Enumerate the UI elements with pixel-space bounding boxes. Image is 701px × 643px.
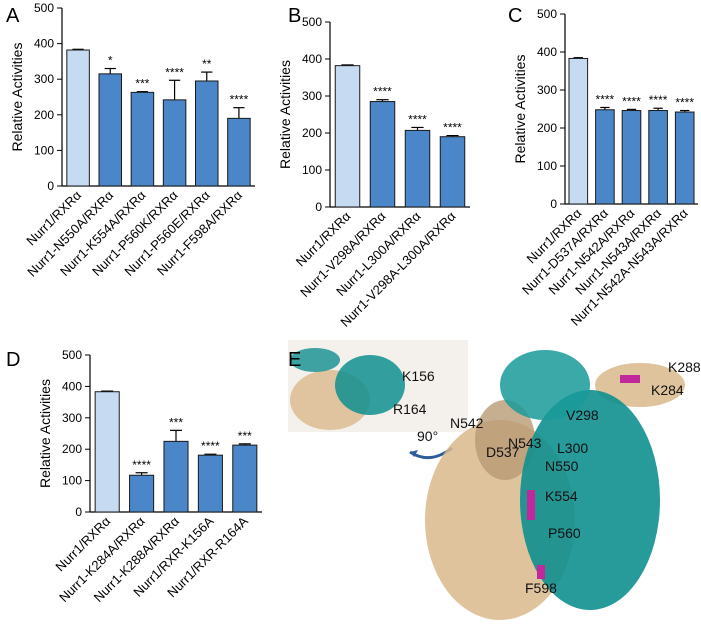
residue-label: N542 [450, 415, 484, 431]
residue-label: N550 [545, 458, 579, 474]
significance-label: *** [135, 77, 149, 91]
nurr1-helix [500, 350, 590, 420]
bar [98, 73, 123, 187]
y-tick-label: 400 [537, 45, 557, 59]
bar [232, 444, 258, 513]
significance-label: **** [230, 93, 249, 107]
residue-label: K288 [668, 359, 701, 375]
y-tick-label: 100 [62, 474, 82, 488]
significance-label: **** [132, 458, 151, 472]
significance-label: *** [169, 415, 183, 429]
residue-label: 90° [417, 428, 438, 444]
significance-label: **** [165, 65, 184, 79]
y-tick-label: 100 [302, 163, 322, 177]
inset-helix [335, 355, 405, 415]
y-tick-label: 400 [62, 379, 82, 393]
y-tick-label: 0 [550, 197, 557, 211]
y-axis-label: Relative Activities [9, 43, 25, 152]
bar [130, 91, 155, 187]
y-tick-label: 400 [34, 37, 54, 51]
y-tick-label: 0 [75, 505, 82, 519]
bar [334, 65, 361, 208]
bar [439, 136, 466, 208]
y-tick-label: 200 [62, 442, 82, 456]
y-tick-label: 500 [302, 15, 322, 29]
y-axis-label: Relative Activities [37, 379, 53, 488]
y-tick-label: 200 [34, 108, 54, 122]
bar [162, 99, 187, 187]
y-tick-label: 300 [302, 89, 322, 103]
bar [404, 129, 431, 208]
bar [621, 110, 642, 205]
y-tick-label: 100 [34, 143, 54, 157]
bar [66, 49, 90, 187]
y-tick-label: 100 [537, 159, 557, 173]
bar [595, 109, 615, 205]
y-tick-label: 500 [62, 348, 82, 362]
panel-letter: A [6, 5, 20, 27]
significance-label: **** [675, 96, 694, 110]
significance-label: **** [201, 439, 220, 453]
residue-label: K554 [545, 488, 578, 504]
y-tick-label: 300 [34, 72, 54, 86]
y-tick-label: 300 [537, 83, 557, 97]
y-tick-label: 500 [537, 7, 557, 21]
rotation-arrowhead [410, 450, 418, 457]
y-tick-label: 0 [47, 179, 54, 193]
residue-label: V298 [566, 407, 599, 423]
panel-letter: E [288, 349, 301, 371]
significance-label: **** [443, 121, 462, 135]
y-tick-label: 0 [315, 200, 322, 214]
significance-label: *** [238, 429, 252, 443]
residue-label: K284 [651, 382, 684, 398]
bar [194, 80, 219, 187]
bar [227, 117, 251, 187]
y-tick-label: 300 [62, 411, 82, 425]
bar [197, 454, 223, 513]
nurr1-loop [595, 363, 685, 407]
bar [568, 57, 589, 205]
bar [674, 111, 695, 205]
panel-letter: D [6, 349, 20, 371]
residue-label: K156 [402, 368, 435, 384]
nurr1-domain [520, 390, 660, 610]
residue [537, 565, 545, 579]
residue [620, 375, 640, 383]
significance-label: ** [202, 57, 212, 71]
bar [94, 391, 120, 513]
bar [129, 474, 155, 513]
significance-label: **** [596, 92, 615, 106]
residue-label: L300 [557, 440, 588, 456]
residue-label: P560 [548, 525, 581, 541]
y-tick-label: 200 [302, 126, 322, 140]
panel-letter: C [508, 5, 522, 27]
residue-label: D537 [486, 444, 520, 460]
rxr-helix [475, 400, 535, 480]
y-tick-label: 200 [537, 121, 557, 135]
bar [369, 101, 396, 208]
residue-label: R164 [393, 401, 427, 417]
inset-helix [290, 348, 340, 372]
structure-image [288, 340, 685, 620]
residue-label: N543 [508, 435, 542, 451]
significance-label: **** [408, 112, 427, 126]
significance-label: **** [373, 85, 392, 99]
y-tick-label: 500 [34, 1, 54, 15]
residue [527, 490, 535, 520]
significance-label: * [108, 54, 113, 68]
residue-label: F598 [525, 580, 557, 596]
panel-letter: B [288, 5, 301, 27]
bar [648, 110, 668, 205]
bar [163, 440, 189, 513]
y-axis-label: Relative Activities [512, 55, 528, 164]
y-axis-label: Relative Activities [277, 60, 293, 169]
significance-label: **** [649, 93, 668, 107]
significance-label: **** [622, 94, 641, 108]
y-tick-label: 400 [302, 52, 322, 66]
